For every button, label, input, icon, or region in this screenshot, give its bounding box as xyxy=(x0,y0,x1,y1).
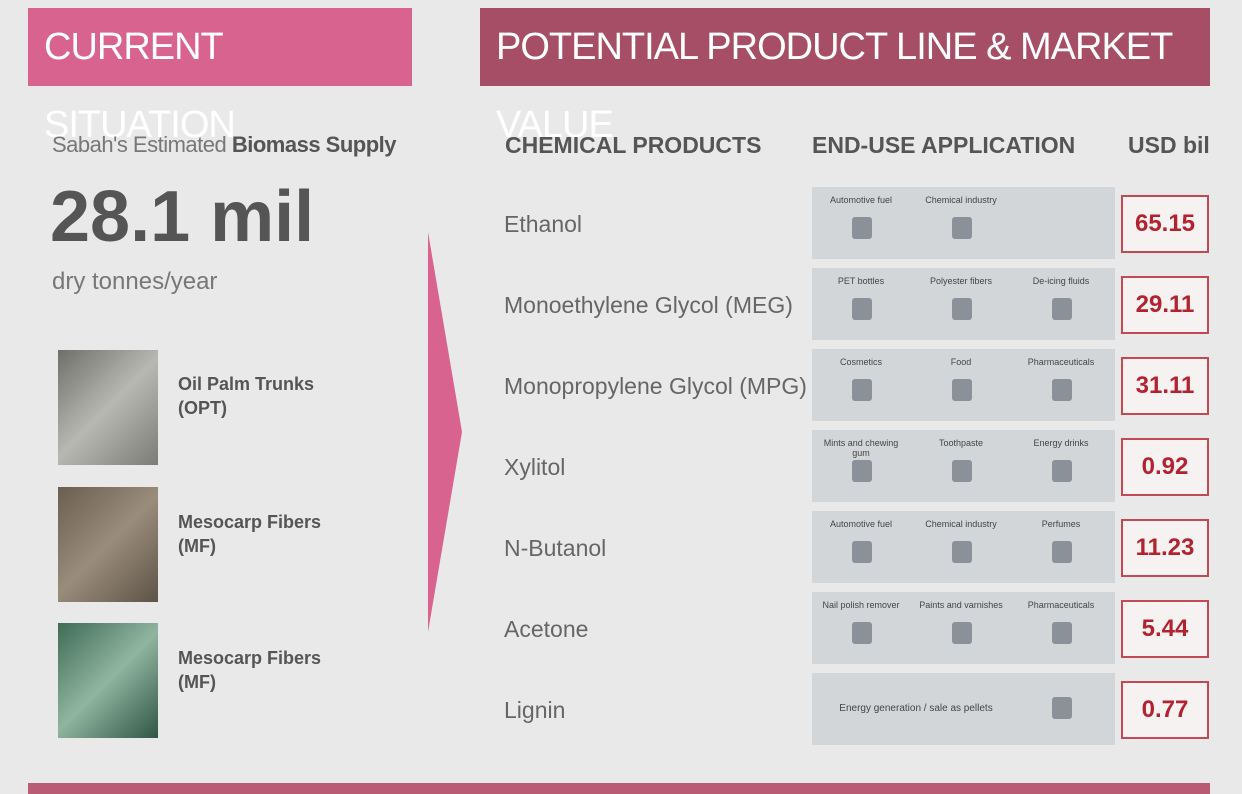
application-icon xyxy=(952,541,972,563)
application-icon xyxy=(952,379,972,401)
product: Monopropylene Glycol (MPG) xyxy=(504,373,807,400)
application-label: Automotive fuel xyxy=(816,195,906,205)
application-label: Chemical industry xyxy=(916,519,1006,529)
item-name: Oil Palm Trunks xyxy=(178,372,314,396)
application-box: Energy generation / sale as pellets xyxy=(812,673,1115,745)
product: Ethanol xyxy=(504,211,582,238)
application-label: Cosmetics xyxy=(816,357,906,367)
application-box: Automotive fuel Chemical industry xyxy=(812,187,1115,259)
product: Lignin xyxy=(504,697,565,724)
application-label: Energy drinks xyxy=(1016,438,1106,448)
application-icon xyxy=(852,622,872,644)
biomass-item: Oil Palm Trunks(OPT) xyxy=(178,372,314,420)
market-value: 29.11 xyxy=(1121,276,1209,334)
page: CURRENT SITUATION POTENTIAL PRODUCT LINE… xyxy=(0,0,1242,794)
item-abbr: (MF) xyxy=(178,670,321,694)
application-icon xyxy=(1052,298,1072,320)
application-icon xyxy=(952,298,972,320)
opt-image xyxy=(58,350,158,465)
application-icon xyxy=(952,217,972,239)
biomass-item: Mesocarp Fibers(MF) xyxy=(178,510,321,558)
market-value: 0.92 xyxy=(1121,438,1209,496)
product: N-Butanol xyxy=(504,535,606,562)
application-label: Pharmaceuticals xyxy=(1016,357,1106,367)
product: Xylitol xyxy=(504,454,565,481)
application-icon xyxy=(852,298,872,320)
application-icon xyxy=(852,217,872,239)
column-header: USD bil xyxy=(1128,132,1210,159)
market-value: 65.15 xyxy=(1121,195,1209,253)
application-label: Pharmaceuticals xyxy=(1016,600,1106,610)
application-box: Automotive fuel Chemical industry Perfumes xyxy=(812,511,1115,583)
application-label: Nail polish remover xyxy=(816,600,906,610)
application-label: Chemical industry xyxy=(916,195,1006,205)
application-icon xyxy=(1052,622,1072,644)
biomass-item: Mesocarp Fibers(MF) xyxy=(178,646,321,694)
product: Acetone xyxy=(504,616,588,643)
application-icon xyxy=(852,460,872,482)
market-value: 5.44 xyxy=(1121,600,1209,658)
item-name: Mesocarp Fibers xyxy=(178,510,321,534)
application-label: De-icing fluids xyxy=(1016,276,1106,286)
product: Monoethylene Glycol (MEG) xyxy=(504,292,793,319)
supply-label-bold: Biomass Supply xyxy=(232,132,396,157)
market-value: 0.77 xyxy=(1121,681,1209,739)
market-value: 11.23 xyxy=(1121,519,1209,577)
application-icon xyxy=(1052,541,1072,563)
application-box: PET bottles Polyester fibers De-icing flui… xyxy=(812,268,1115,340)
supply-label-text: Sabah's Estimated xyxy=(52,132,232,157)
application-icon xyxy=(852,379,872,401)
application-icon xyxy=(1052,697,1072,719)
application-label: Paints and varnishes xyxy=(916,600,1006,610)
application-label: Toothpaste xyxy=(916,438,1006,448)
supply-value: 28.1 mil xyxy=(50,176,314,258)
application-label: Food xyxy=(916,357,1006,367)
column-header: END-USE APPLICATION xyxy=(812,132,1075,159)
application-label: Energy generation / sale as pellets xyxy=(816,703,1016,714)
application-box: Mints and chewing gum Toothpaste Energy dr… xyxy=(812,430,1115,502)
application-box: Cosmetics Food Pharmaceuticals xyxy=(812,349,1115,421)
application-label: Mints and chewing gum xyxy=(816,438,906,458)
application-icon xyxy=(952,460,972,482)
arrow xyxy=(420,232,465,632)
application-label: Polyester fibers xyxy=(916,276,1006,286)
column-header: CHEMICAL PRODUCTS xyxy=(505,132,761,159)
application-label: Perfumes xyxy=(1016,519,1106,529)
application-label: PET bottles xyxy=(816,276,906,286)
application-icon xyxy=(1052,379,1072,401)
application-icon xyxy=(852,541,872,563)
application-box: Nail polish remover Paints and varnishes P… xyxy=(812,592,1115,664)
item-abbr: (OPT) xyxy=(178,396,314,420)
right-header: POTENTIAL PRODUCT LINE & MARKET VALUE xyxy=(480,8,1210,86)
application-icon xyxy=(952,622,972,644)
supply-unit: dry tonnes/year xyxy=(52,268,217,296)
mf-image xyxy=(58,623,158,738)
market-value: 31.11 xyxy=(1121,357,1209,415)
item-name: Mesocarp Fibers xyxy=(178,646,321,670)
application-label: Automotive fuel xyxy=(816,519,906,529)
bottom-bar xyxy=(28,783,1210,794)
item-abbr: (MF) xyxy=(178,534,321,558)
supply-label: Sabah's Estimated Biomass Supply xyxy=(52,132,396,158)
application-icon xyxy=(1052,460,1072,482)
mf-image xyxy=(58,487,158,602)
left-header: CURRENT SITUATION xyxy=(28,8,412,86)
